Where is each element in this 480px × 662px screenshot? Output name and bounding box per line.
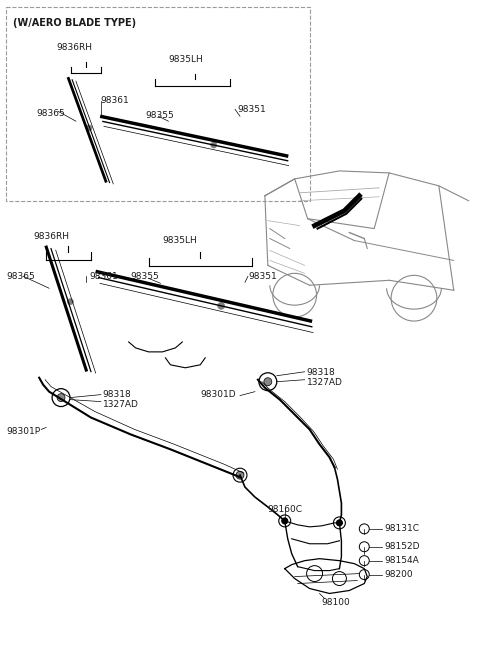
- Text: 9835LH: 9835LH: [162, 236, 197, 244]
- Text: 1327AD: 1327AD: [307, 378, 343, 387]
- Circle shape: [86, 125, 92, 131]
- Text: 98160C: 98160C: [268, 505, 303, 514]
- Text: 9836RH: 9836RH: [33, 232, 69, 240]
- Circle shape: [282, 518, 288, 524]
- Circle shape: [336, 520, 342, 526]
- Text: 98361: 98361: [89, 272, 118, 281]
- Text: 98152D: 98152D: [384, 542, 420, 551]
- Circle shape: [211, 142, 217, 148]
- Text: 98301D: 98301D: [200, 390, 236, 399]
- Text: 98200: 98200: [384, 570, 413, 579]
- Circle shape: [57, 394, 65, 402]
- Text: 98100: 98100: [322, 598, 350, 608]
- Text: 98365: 98365: [6, 272, 35, 281]
- Text: 98351: 98351: [237, 105, 266, 115]
- Text: 98361: 98361: [101, 97, 130, 105]
- Bar: [6, 7, 310, 201]
- Text: 1327AD: 1327AD: [103, 400, 139, 408]
- Text: 98351: 98351: [248, 272, 276, 281]
- Text: 98318: 98318: [103, 390, 132, 399]
- Circle shape: [264, 378, 272, 386]
- Text: 98131C: 98131C: [384, 524, 419, 534]
- Text: (W/AERO BLADE TYPE): (W/AERO BLADE TYPE): [13, 18, 136, 28]
- Circle shape: [236, 471, 244, 479]
- Text: 98355: 98355: [145, 111, 174, 120]
- Text: 98318: 98318: [307, 368, 336, 377]
- Text: 98154A: 98154A: [384, 556, 419, 565]
- Text: 98355: 98355: [131, 272, 159, 281]
- Text: 98301P: 98301P: [6, 428, 40, 436]
- Circle shape: [67, 299, 73, 305]
- Text: 9836RH: 9836RH: [56, 42, 92, 52]
- Text: 98365: 98365: [36, 109, 65, 118]
- Circle shape: [218, 303, 225, 309]
- Text: 9835LH: 9835LH: [168, 54, 203, 64]
